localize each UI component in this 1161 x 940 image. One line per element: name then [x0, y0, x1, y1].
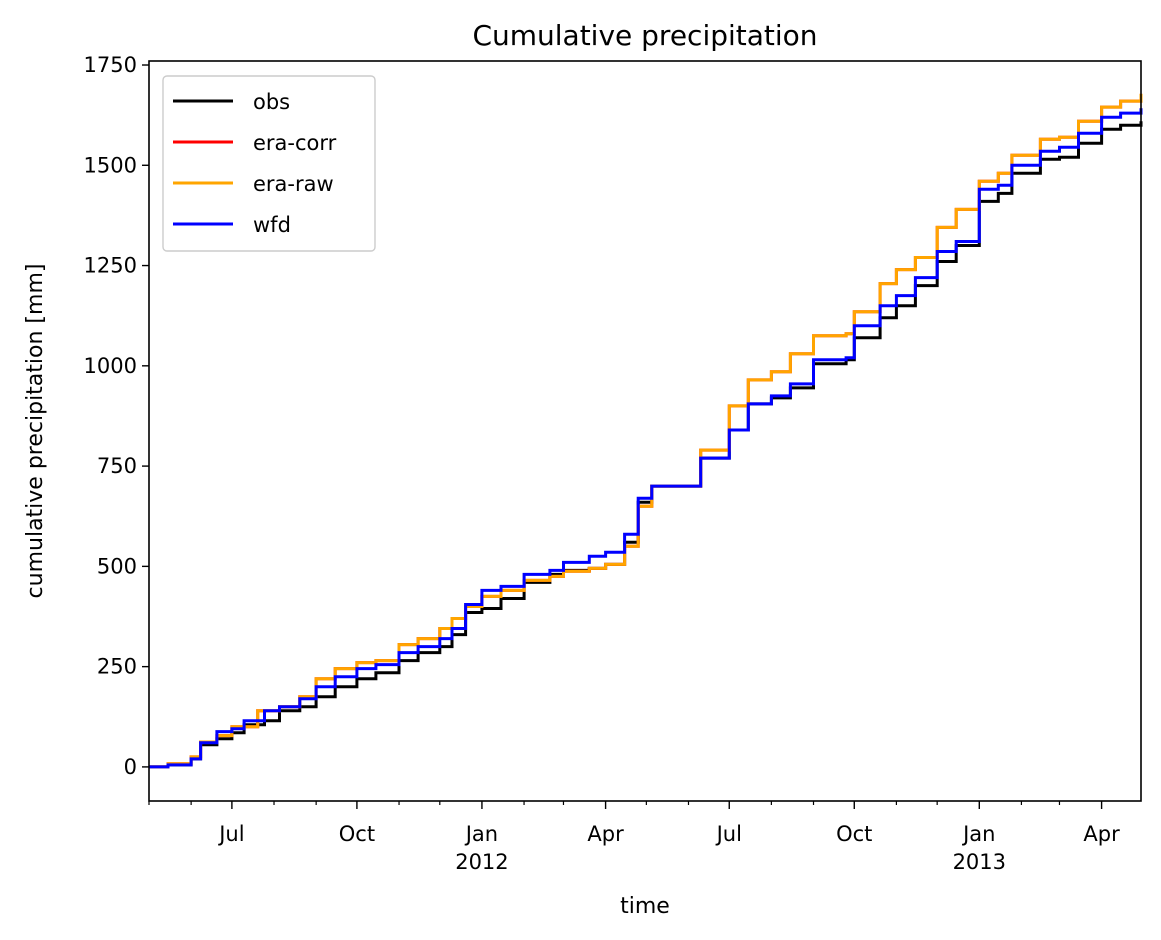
- y-tick-label: 1750: [84, 53, 137, 77]
- y-tick-label: 250: [97, 655, 137, 679]
- x-tick-label: Apr: [587, 822, 624, 846]
- legend: obs era-corr era-raw wfd: [162, 75, 376, 252]
- x-tick-label: Oct: [339, 822, 375, 846]
- x-tick-label: Jul: [715, 822, 742, 846]
- y-tick-label: 1250: [84, 254, 137, 278]
- x-tick-label: Jan: [961, 822, 995, 846]
- x-tick-label: Jul: [217, 822, 244, 846]
- y-axis-label: cumulative precipitation [mm]: [23, 264, 48, 599]
- chart-title: Cumulative precipitation: [472, 19, 817, 52]
- legend-frame: [162, 75, 376, 252]
- x-tick-label: Apr: [1083, 822, 1120, 846]
- x-tick-year-label: 2012: [455, 850, 508, 874]
- y-tick-label: 500: [97, 554, 137, 578]
- legend-label-wfd: wfd: [253, 213, 291, 237]
- plot-area: [149, 93, 1143, 769]
- y-tick-label: 0: [124, 755, 137, 779]
- legend-label-era-raw: era-raw: [253, 172, 334, 196]
- plot-frame: [148, 60, 1142, 802]
- y-tick-label: 1000: [84, 354, 137, 378]
- legend-label-era-corr: era-corr: [253, 131, 337, 155]
- x-tick-label: Jan: [464, 822, 498, 846]
- y-axis: 0 250 500 750 1000 1250 1500 1750: [84, 53, 149, 779]
- series-line-wfd: [149, 108, 1143, 769]
- x-axis: Jul Oct Jan 2012 Apr Jul Oct Jan 2013 Apr: [148, 801, 1120, 874]
- legend-label-obs: obs: [253, 90, 290, 114]
- x-axis-label: time: [620, 894, 670, 919]
- x-tick-year-label: 2013: [953, 850, 1006, 874]
- x-tick-label: Oct: [836, 822, 872, 846]
- y-tick-label: 1500: [84, 153, 137, 177]
- y-tick-label: 750: [97, 454, 137, 478]
